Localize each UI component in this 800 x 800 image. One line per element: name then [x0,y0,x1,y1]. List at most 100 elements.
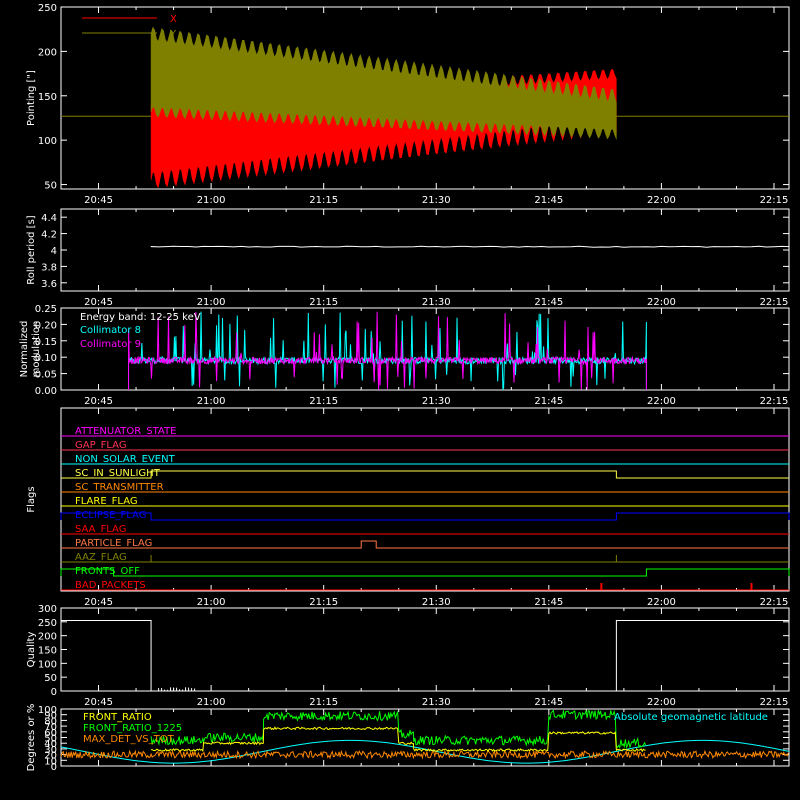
modulation-series-2 [128,311,647,390]
y-axis-title: Pointing ["] [26,70,37,126]
y-tick-label: 100 [38,659,57,670]
y-tick-label: 4.4 [41,213,57,224]
x-tick-label: 22:00 [647,297,676,308]
x-tick-label: 21:00 [197,396,226,407]
panel-frame [60,307,790,391]
y-axis-label: Quality [26,632,37,668]
x-tick-label: 21:45 [534,396,563,407]
y-tick-label: 0 [51,687,57,698]
front-ratio-line [151,726,646,753]
x-tick-label: 22:00 [647,396,676,407]
x-tick-label: 20:45 [84,597,113,608]
y-tick-label: 3.6 [41,279,57,290]
x-tick-label: 21:00 [197,297,226,308]
x-tick-label: 22:00 [647,697,676,708]
x-tick-label: 21:45 [534,597,563,608]
x-tick-label: 21:00 [197,697,226,708]
flag-label: BAD_PACKETS [75,580,146,591]
flag-label: PARTICLE_FLAG [75,538,152,549]
y-tick-label: 40 [44,739,57,750]
series-y-band [150,26,617,140]
y-tick-label: 3.8 [41,262,57,273]
x-tick-label: 21:30 [422,597,451,608]
y-axis-title: Quality [26,632,37,668]
x-tick-label: 20:45 [84,297,113,308]
x-tick-label: 22:15 [760,697,789,708]
x-tick-label: 21:45 [534,195,563,206]
legend-label-max-det-vs-tot: MAX_DET_VS_TOT [83,734,175,745]
y-tick-label: 0.20 [35,320,57,331]
y-tick-label: 0 [51,762,57,773]
x-tick-label: 21:15 [309,297,338,308]
flag-label: FRONTS_OFF [75,566,140,577]
y-tick-label: 0.15 [35,337,57,348]
legend-label-collimator-9: Collimator 9 [80,339,141,350]
y-tick-label: 250 [38,3,57,14]
y-tick-label: 250 [38,618,57,629]
y-axis-title: Degrees or % [26,704,37,772]
flag-label: SC_TRANSMITTER [75,482,164,493]
flag-label: ECLIPSE_FLAG [75,510,146,521]
legend-label-x: X [170,14,177,25]
y-tick-label: 10 [44,756,57,767]
x-tick-label: 21:15 [309,396,338,407]
y-tick-label: 20 [44,751,57,762]
y-tick-label: 100 [38,136,57,147]
y-tick-label: 50 [44,181,57,192]
y-tick-label: 0.00 [35,386,57,397]
flag-line [60,512,790,521]
x-tick-label: 21:30 [422,195,451,206]
y-axis-title: Flags [26,486,37,512]
x-tick-label: 21:00 [197,195,226,206]
max-det-vs-tot-line [60,749,789,760]
panel-frame [60,407,790,592]
x-tick-label: 21:45 [534,697,563,708]
y-tick-label: 4.2 [41,230,57,241]
quality-line [61,619,789,692]
x-tick-label: 22:15 [760,396,789,407]
y-tick-label: 200 [38,47,57,58]
x-tick-label: 21:30 [422,396,451,407]
y-tick-label: 0.10 [35,353,57,364]
x-tick-label: 21:30 [422,297,451,308]
y-tick-label: 300 [38,604,57,615]
y-tick-label: 4 [51,246,57,257]
panel-frame [60,6,790,190]
x-tick-label: 20:45 [84,195,113,206]
flag-label: FLARE_FLAG [75,496,138,507]
flag-label: SC_IN_SUNLIGHT [75,468,161,479]
x-tick-label: 21:45 [534,297,563,308]
y-axis-label: Roll period [s] [26,215,37,284]
front-ratio-1225-line [150,709,647,750]
y-tick-label: 50 [44,734,57,745]
x-tick-label: 22:00 [647,195,676,206]
legend-label-geomagnetic-latitude: Absolute geomagnetic latitude [614,712,768,723]
flag-line [61,540,789,549]
x-tick-label: 20:45 [84,396,113,407]
legend-label-y: Y [169,29,177,40]
y-tick-label: 0.05 [35,370,57,381]
legend-label-front-ratio-1225: FRONT_RATIO_1225 [83,723,182,734]
x-tick-label: 22:15 [760,297,789,308]
flag-line [60,568,790,577]
y-tick-label: 30 [44,745,57,756]
x-tick-label: 21:30 [422,697,451,708]
y-tick-label: 70 [44,722,57,733]
y-axis-label: Flags [26,486,37,512]
y-axis-label: Pointing ["] [26,70,37,126]
y-tick-label: 60 [44,728,57,739]
flag-label: ATTENUATOR_STATE [75,426,176,437]
x-tick-label: 22:15 [760,597,789,608]
modulation-legend-title: Energy band: 12-25 keV [80,312,201,323]
y-tick-label: 200 [38,632,57,643]
y-tick-label: 100 [38,705,57,716]
flag-label: GAP_FLAG [75,440,127,451]
legend-label-front-ratio: FRONT_RATIO [83,712,152,723]
y-axis-label: Normalized [19,321,30,378]
roll-period-line [150,245,790,248]
flag-line [61,470,789,479]
x-tick-label: 21:15 [309,195,338,206]
y-tick-label: 0.25 [35,304,57,315]
y-axis-title: Normalized modulation [19,321,42,378]
